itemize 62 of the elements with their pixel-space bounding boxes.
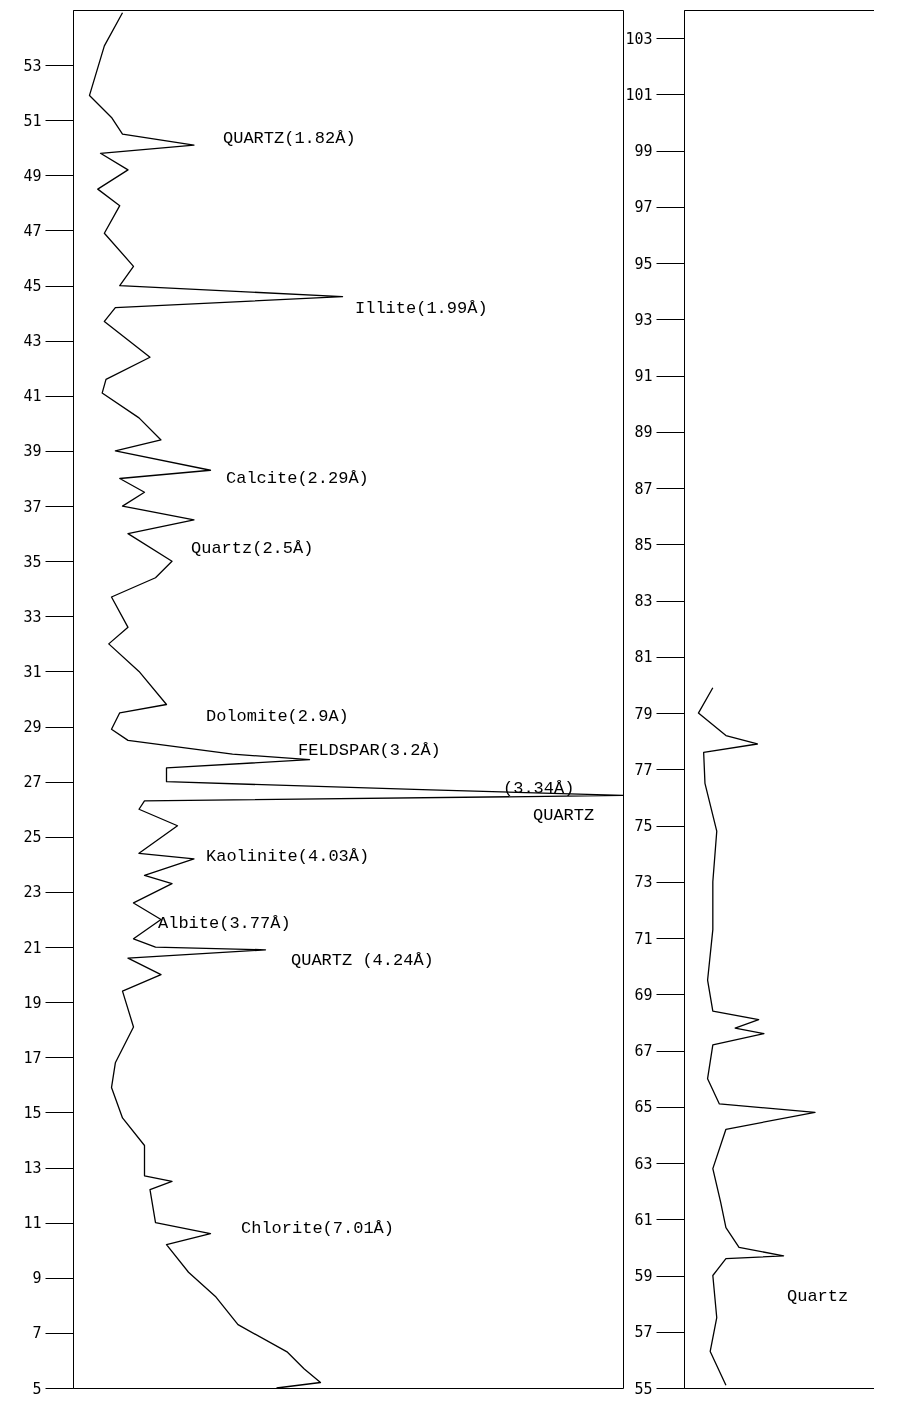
y-tick-label: 9 <box>32 1269 42 1288</box>
annotation: Kaolinite(4.03Å) <box>206 847 370 866</box>
y-tick-label: 71 <box>634 929 653 948</box>
y-tick-label: 87 <box>634 479 653 498</box>
y-tick-label: 93 <box>634 310 653 329</box>
y-tick-label: 69 <box>634 985 653 1004</box>
y-tick-label: 33 <box>23 607 42 626</box>
annotation: Quartz <box>787 1287 849 1306</box>
annotation: Quartz(2.5Å) <box>191 539 314 558</box>
y-tick-label: 41 <box>23 387 42 406</box>
annotation: FELDSPAR(3.2Å) <box>298 741 441 760</box>
y-tick-label: 21 <box>23 938 42 957</box>
y-tick-label: 13 <box>23 1159 42 1178</box>
annotation: Illite(1.99Å) <box>355 299 488 318</box>
y-tick-label: 97 <box>634 198 653 217</box>
y-tick-label: 59 <box>634 1267 653 1286</box>
y-tick-label: 53 <box>23 56 42 75</box>
annotation: Chlorite(7.01Å) <box>241 1219 395 1238</box>
y-tick-label: 49 <box>23 166 42 185</box>
y-tick-label: 5 <box>32 1379 42 1398</box>
annotation: QUARTZ <box>533 806 595 825</box>
y-tick-label: 17 <box>23 1048 42 1067</box>
y-tick-label: 29 <box>23 718 42 737</box>
y-tick-label: 55 <box>634 1379 653 1398</box>
y-tick-label: 81 <box>634 648 653 667</box>
y-tick-label: 37 <box>23 497 42 516</box>
y-tick-label: 39 <box>23 442 42 461</box>
y-tick-label: 89 <box>634 423 653 442</box>
y-tick-label: 43 <box>23 332 42 351</box>
y-tick-label: 27 <box>23 773 42 792</box>
y-tick-label: 95 <box>634 254 653 273</box>
y-tick-label: 61 <box>634 1210 653 1229</box>
y-tick-label: 31 <box>23 662 42 681</box>
y-tick-label: 73 <box>634 873 653 892</box>
y-tick-label: 23 <box>23 883 42 902</box>
y-tick-label: 45 <box>23 277 42 296</box>
y-tick-label: 57 <box>634 1323 653 1342</box>
y-tick-label: 65 <box>634 1098 653 1117</box>
y-tick-label: 91 <box>634 367 653 386</box>
y-tick-label: 99 <box>634 142 653 161</box>
y-tick-label: 51 <box>23 111 42 130</box>
y-tick-label: 79 <box>634 704 653 723</box>
y-tick-label: 11 <box>23 1214 42 1233</box>
y-tick-label: 101 <box>625 85 653 104</box>
annotation: QUARTZ(1.82Å) <box>223 129 356 148</box>
y-tick-label: 7 <box>32 1324 42 1343</box>
y-tick-label: 25 <box>23 828 42 847</box>
y-tick-label: 19 <box>23 993 42 1012</box>
annotation: QUARTZ (4.24Å) <box>291 951 434 970</box>
annotation: Dolomite(2.9A) <box>206 707 349 726</box>
y-tick-label: 47 <box>23 221 42 240</box>
annotation: Calcite(2.29Å) <box>226 469 369 488</box>
y-tick-label: 103 <box>625 29 653 48</box>
y-tick-label: 35 <box>23 552 42 571</box>
y-tick-label: 67 <box>634 1042 653 1061</box>
y-tick-label: 83 <box>634 592 653 611</box>
y-tick-label: 15 <box>23 1103 42 1122</box>
y-tick-label: 75 <box>634 817 653 836</box>
annotation: Albite(3.77Å) <box>158 914 291 933</box>
y-tick-label: 63 <box>634 1154 653 1173</box>
y-tick-label: 77 <box>634 760 653 779</box>
y-tick-label: 85 <box>634 535 653 554</box>
